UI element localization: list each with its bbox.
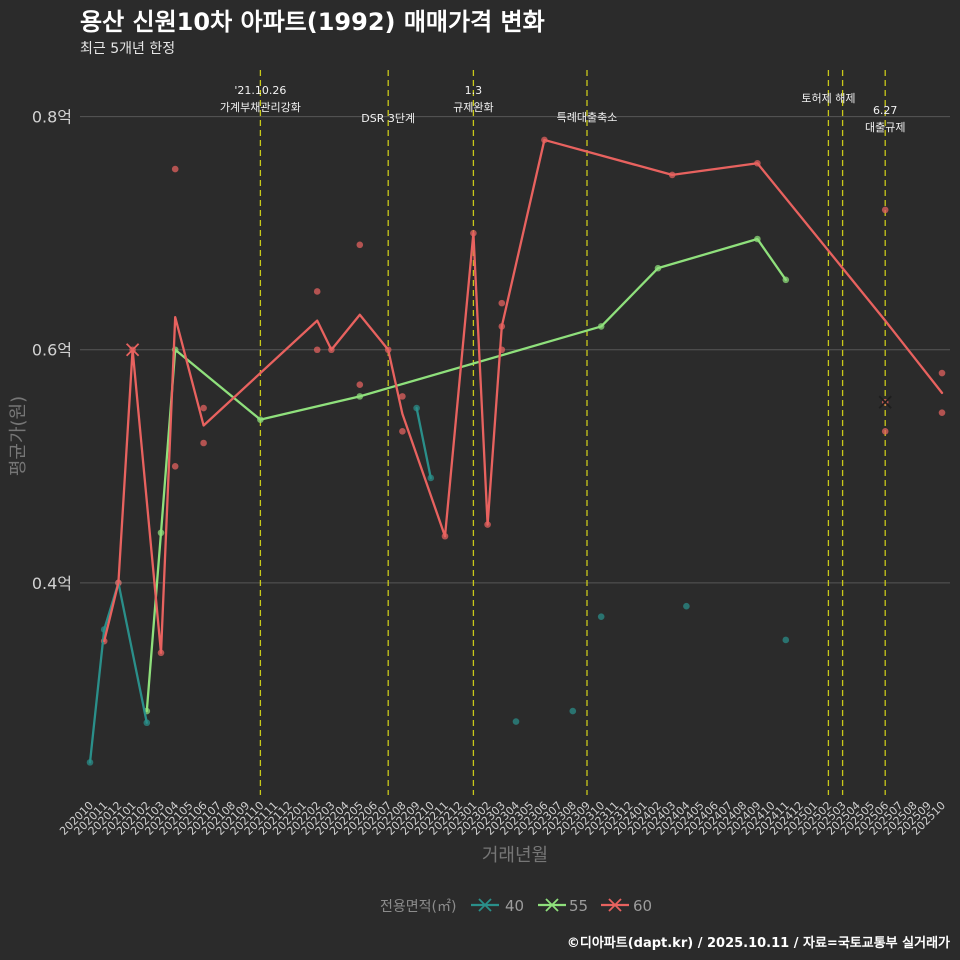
legend-label-55: 55 bbox=[569, 897, 588, 915]
x-axis-ticks: 2020102020112020122021012021022021032021… bbox=[57, 799, 948, 838]
x-marker-60-202506 bbox=[878, 395, 892, 409]
legend-label-40: 40 bbox=[505, 897, 524, 915]
legend-key-x-60 bbox=[608, 898, 622, 912]
y-axis-title: 평균가(원) bbox=[8, 396, 29, 476]
event-label-202110-1: 가계부채관리강화 bbox=[220, 101, 301, 114]
y-tick-label-2: 0.8억 bbox=[32, 108, 72, 127]
legend-title: 전용면적(㎡) bbox=[380, 899, 456, 915]
line-55-segment-1 bbox=[145, 237, 787, 713]
point-60-202202-8 bbox=[313, 288, 321, 295]
point-60-202104-4 bbox=[171, 165, 179, 173]
event-label-202110-0: '21.10.26 bbox=[234, 84, 286, 97]
event-label-202207-0: DSR 3단계 bbox=[361, 112, 415, 125]
chart-subtitle: 최근 5개년 한정 bbox=[80, 41, 175, 57]
y-axis-ticks: 0.4억 0.6억 0.8억 bbox=[32, 108, 72, 593]
point-60-202506-25 bbox=[881, 206, 889, 214]
point-60-202106-6 bbox=[200, 404, 207, 412]
y-tick-label-1: 0.6억 bbox=[32, 341, 72, 360]
point-60-202106-7 bbox=[200, 439, 207, 447]
event-label-202502-0: 토허제 해제 bbox=[801, 91, 855, 105]
line-40-segment-2 bbox=[415, 406, 432, 480]
point-60-202510-29 bbox=[938, 409, 946, 416]
legend-item-55: 55 bbox=[538, 897, 588, 915]
point-60-202202-9 bbox=[313, 346, 321, 354]
series-lines bbox=[88, 138, 944, 764]
point-60-202205-11 bbox=[356, 241, 364, 249]
legend-key-x-55 bbox=[545, 898, 559, 912]
point-40-202308-7 bbox=[569, 707, 577, 715]
point-60-202208-14 bbox=[399, 393, 406, 400]
legend-item-40: 40 bbox=[471, 897, 524, 915]
chart-title: 용산 신원10차 아파트(1992) 매매가격 변화 bbox=[80, 8, 545, 36]
point-60-202208-15 bbox=[399, 428, 406, 435]
point-40-202404-9 bbox=[683, 602, 690, 610]
point-60-202303-19 bbox=[498, 299, 506, 307]
x-markers bbox=[125, 343, 892, 409]
event-label-202506-1: 대출규제 bbox=[865, 121, 905, 134]
point-40-202411-10 bbox=[782, 636, 790, 644]
point-60-202506-27 bbox=[881, 428, 889, 435]
legend-item-60: 60 bbox=[601, 897, 652, 915]
line-40-segment-1 bbox=[88, 581, 148, 764]
event-label-202301-0: 1.3 bbox=[465, 84, 483, 97]
source-caption: ©디아파트(dapt.kr) / 2025.10.11 / 자료=국토교통부 실… bbox=[567, 935, 950, 951]
legend: 전용면적(㎡) 40 55 60 bbox=[380, 897, 652, 915]
point-40-202310-8 bbox=[597, 613, 605, 620]
y-tick-label-0: 0.4억 bbox=[32, 574, 72, 593]
point-60-202104-5 bbox=[171, 463, 179, 470]
legend-label-60: 60 bbox=[633, 897, 652, 915]
x-axis-title: 거래년월 bbox=[482, 845, 548, 866]
event-label-202301-1: 규제완화 bbox=[453, 101, 493, 114]
event-label-202309-0: 특례대출축소 bbox=[557, 111, 618, 124]
point-40-202304-6 bbox=[512, 718, 520, 725]
point-60-202510-28 bbox=[938, 369, 946, 377]
x-marker-60-202101 bbox=[125, 343, 140, 357]
legend-key-x-40 bbox=[478, 898, 492, 912]
point-60-202205-12 bbox=[356, 381, 364, 389]
gridlines bbox=[80, 116, 950, 584]
line-60-segment-1 bbox=[103, 138, 944, 654]
event-label-202506-0: 6.27 bbox=[873, 104, 898, 117]
